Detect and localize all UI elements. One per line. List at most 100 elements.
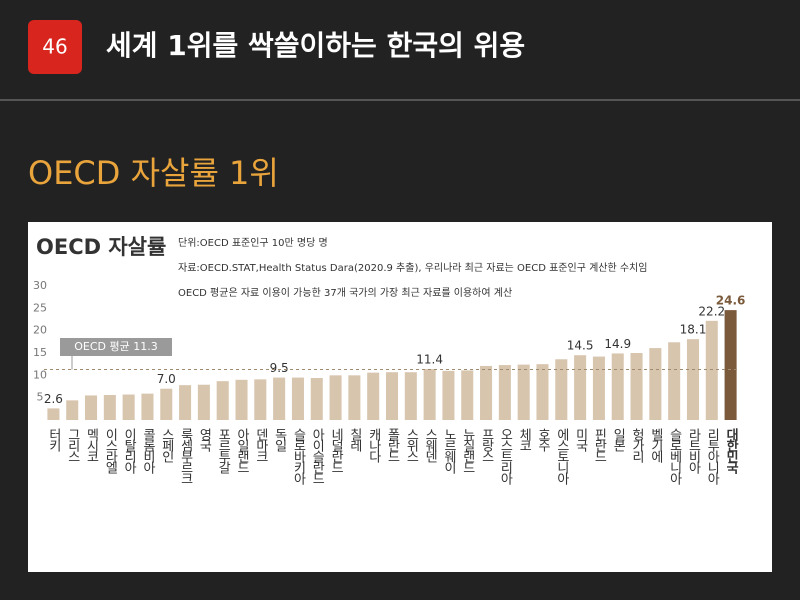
bar	[85, 395, 98, 420]
bar	[160, 388, 173, 420]
x-tick-label: 덴마크	[253, 428, 268, 461]
x-tick-label: 이탈리아	[121, 428, 136, 474]
bar	[385, 372, 399, 420]
value-label: 14.5	[567, 339, 594, 353]
y-tick-label: 30	[33, 279, 47, 292]
x-tick-label: 그리스	[65, 428, 80, 461]
bar	[197, 384, 210, 420]
bar	[574, 355, 587, 420]
bar	[103, 394, 116, 420]
x-tick-label: 콜롬비아	[140, 428, 155, 474]
x-tick-label: 스웨덴	[422, 428, 437, 463]
value-label: 14.9	[604, 337, 631, 351]
y-tick-label: 20	[33, 324, 47, 337]
badge-number: 46	[42, 35, 67, 59]
note: 단위:OECD 표준인구 10만 명당 명	[178, 236, 328, 249]
x-tick-label: 에스토니아	[554, 428, 569, 485]
x-tick-label: 슬로베니아	[667, 428, 682, 485]
value-label: 11.4	[416, 353, 443, 367]
x-tick-label: 독일	[272, 428, 287, 452]
x-tick-label: 폴란드	[385, 428, 400, 461]
subtitle: OECD 자살률 1위	[28, 154, 279, 192]
bar	[592, 356, 605, 420]
bar	[480, 365, 493, 420]
value-label: 7.0	[157, 372, 176, 386]
x-tick-label: 노르웨이	[441, 428, 456, 474]
x-tick-label: 벨기에	[648, 428, 663, 463]
value-label: 2.6	[44, 392, 63, 406]
x-tick-label: 포르투갈	[215, 428, 230, 474]
bar	[630, 353, 643, 420]
bar	[66, 400, 79, 420]
bar	[348, 375, 361, 420]
x-tick-label: 뉴질랜드	[460, 428, 475, 472]
bar	[517, 364, 530, 420]
bar	[235, 379, 248, 420]
average-label: OECD 평균 11.3	[74, 340, 158, 353]
bar	[254, 379, 267, 420]
value-label: 18.1	[680, 323, 707, 337]
bar	[555, 359, 568, 420]
y-tick-label: 25	[33, 301, 47, 314]
bar	[273, 377, 286, 420]
chart-title: OECD 자살률	[36, 235, 166, 259]
x-tick-label: 대한민국	[723, 428, 738, 475]
bar	[724, 310, 737, 420]
bar	[461, 370, 474, 420]
x-tick-label: 슬로바키아	[290, 428, 305, 485]
x-tick-label: 미국	[573, 428, 588, 452]
bar	[686, 339, 699, 420]
bar	[367, 372, 380, 420]
x-tick-label: 터키	[46, 428, 61, 452]
x-tick-label: 스페인	[159, 428, 174, 463]
bar	[122, 394, 135, 420]
x-tick-label: 멕시코	[84, 428, 99, 461]
bar	[329, 375, 342, 420]
y-tick-label: 15	[33, 346, 47, 359]
x-tick-label: 프랑스	[479, 428, 494, 461]
value-label: 22.2	[698, 304, 725, 318]
x-tick-label: 아일랜드	[234, 428, 249, 472]
bar	[536, 364, 549, 420]
bar	[423, 369, 436, 420]
bar	[216, 381, 229, 420]
x-tick-label: 스위스	[403, 428, 418, 461]
x-tick-label: 체코	[516, 428, 531, 450]
bar	[291, 377, 304, 420]
header-title: 세계 1위를 싹쓸이하는 한국의 위용	[106, 29, 525, 62]
x-tick-label: 라트비아	[685, 428, 700, 474]
x-tick-label: 네덜란드	[328, 428, 343, 472]
average-box	[60, 338, 172, 356]
bar	[47, 408, 60, 420]
x-tick-label: 영국	[196, 428, 211, 452]
y-tick-label: 5	[37, 391, 44, 404]
x-tick-label: 오스트리아	[497, 428, 512, 485]
bar	[179, 385, 192, 420]
bar	[442, 370, 455, 420]
x-tick-label: 헝가리	[629, 428, 644, 463]
bar	[310, 378, 323, 420]
bar	[498, 365, 511, 420]
x-tick-label: 캐나다	[366, 428, 381, 463]
x-tick-label: 리투아니아	[704, 428, 719, 485]
x-tick-label: 호주	[535, 428, 550, 452]
bar	[705, 320, 718, 420]
value-label: 9.5	[270, 361, 289, 375]
bar	[141, 393, 154, 420]
x-tick-label: 아이슬란드	[309, 428, 324, 483]
bar	[404, 372, 417, 420]
value-label: 24.6	[716, 294, 746, 308]
x-tick-label: 일본	[610, 428, 625, 452]
x-tick-label: 룩셈부르크	[178, 428, 193, 483]
x-tick-label: 핀란드	[591, 428, 606, 461]
note: OECD 평균은 자료 이용이 가능한 37개 국가의 가장 최근 자료를 이용…	[178, 286, 512, 299]
bar	[668, 342, 681, 420]
bar	[649, 348, 662, 420]
x-tick-label: 칠레	[347, 428, 362, 452]
y-tick-label: 10	[33, 368, 47, 381]
badge	[28, 20, 82, 74]
x-tick-label: 이스라엘	[102, 428, 117, 474]
note: 자료:OECD.STAT,Health Status Dara(2020.9 추…	[178, 261, 647, 274]
